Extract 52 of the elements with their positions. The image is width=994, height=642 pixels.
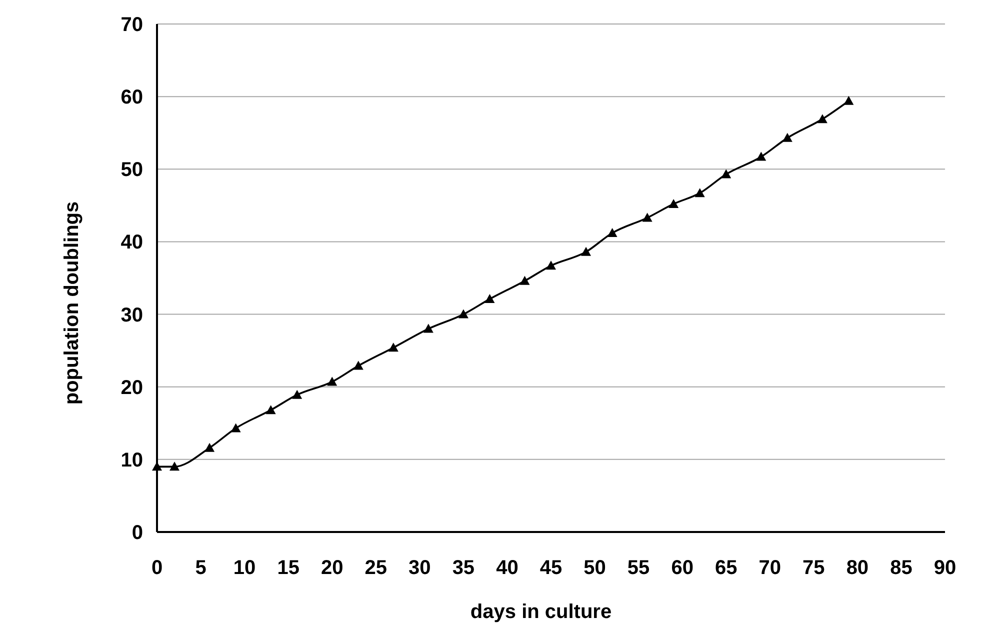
point: [756, 152, 766, 161]
point: [844, 96, 854, 105]
x-tick-label: 65: [714, 557, 738, 579]
x-tick-label: 15: [277, 557, 300, 579]
point: [230, 423, 241, 432]
point: [484, 294, 495, 304]
point: [546, 260, 556, 270]
x-tick-label: 0: [151, 557, 163, 579]
x-tick-label: 55: [627, 557, 650, 579]
point: [817, 114, 828, 124]
x-tick-label: 35: [452, 557, 475, 579]
point: [581, 246, 592, 256]
x-axis-title: days in culture: [470, 601, 612, 623]
x-tick-label: 25: [364, 557, 388, 579]
x-tick-label: 40: [496, 557, 518, 579]
x-tick-label: 50: [584, 557, 606, 579]
y-tick-label: 70: [120, 14, 143, 36]
x-tick-label: 70: [758, 557, 782, 579]
point: [607, 228, 618, 238]
x-tick-label: 30: [408, 557, 431, 579]
point: [668, 198, 679, 208]
y-tick-label: 10: [120, 449, 143, 472]
y-tick-label: 60: [120, 86, 143, 109]
y-tick-label: 40: [120, 232, 143, 254]
y-tick-label: 0: [132, 522, 143, 544]
point: [266, 405, 276, 414]
point: [423, 324, 434, 333]
point: [170, 462, 180, 471]
point: [782, 132, 792, 142]
x-tick-label: 20: [320, 557, 344, 579]
x-tick-label: 85: [890, 557, 912, 579]
x-tick-label: 45: [540, 557, 562, 579]
x-tick-label: 90: [934, 557, 956, 579]
x-tick-label: 10: [233, 557, 256, 579]
point: [642, 212, 652, 222]
point: [327, 376, 338, 386]
x-tick-label: 5: [195, 557, 206, 579]
x-tick-label: 75: [802, 557, 825, 579]
y-tick-label: 30: [120, 304, 143, 326]
point: [694, 188, 705, 198]
y-axis-title: population doublings: [61, 201, 83, 405]
point: [520, 276, 530, 285]
y-tick-label: 20: [120, 376, 143, 399]
point: [204, 442, 215, 452]
y-tick-label: 50: [120, 159, 143, 182]
point: [721, 169, 732, 178]
x-tick-label: 60: [671, 557, 694, 579]
point: [353, 360, 364, 370]
point: [292, 390, 302, 399]
point: [388, 342, 398, 352]
point: [458, 309, 468, 318]
x-tick-label: 80: [846, 557, 869, 579]
